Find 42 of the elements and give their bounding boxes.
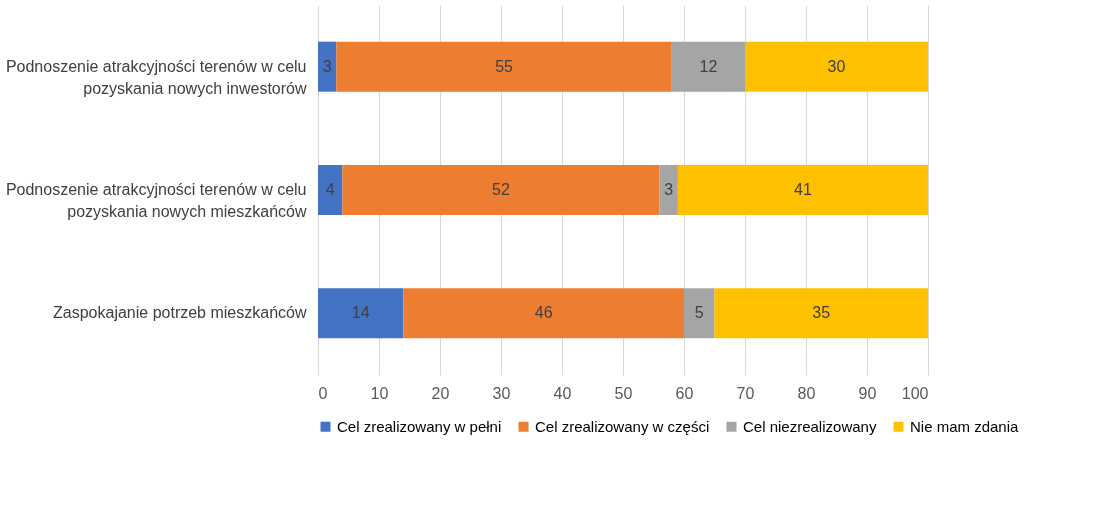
- legend-label: Nie mam zdania: [910, 417, 1020, 435]
- data-label: 52: [492, 181, 510, 198]
- data-label: 35: [812, 304, 831, 322]
- bar: [671, 41, 745, 92]
- x-tick-label: 50: [614, 384, 633, 402]
- bar: [318, 41, 337, 92]
- data-label: 30: [827, 57, 846, 75]
- data-label: 12: [699, 57, 718, 75]
- bar: [342, 165, 660, 215]
- x-tick-label: 90: [858, 384, 877, 402]
- bar: [318, 165, 343, 215]
- x-tick-label: 80: [797, 384, 816, 402]
- x-tick-label: 60: [675, 384, 694, 402]
- x-tick-label: 100: [901, 384, 929, 402]
- bar: [677, 165, 928, 215]
- data-label: 3: [322, 57, 332, 75]
- x-tick-label: 70: [736, 384, 755, 402]
- data-label: 4: [325, 181, 335, 198]
- bar: [745, 41, 928, 92]
- legend-label: Cel niezrealizowany: [743, 417, 877, 435]
- data-label: 3: [664, 181, 674, 198]
- data-label: 5: [694, 304, 704, 322]
- data-label: 55: [495, 57, 514, 75]
- bar: [714, 288, 928, 339]
- x-tick-label: 0: [318, 384, 328, 402]
- data-label: 14: [351, 304, 370, 322]
- x-tick-label: 30: [492, 384, 511, 402]
- y-tick-label: Podnoszenie atrakcyjności terenów w celu pozyskania nowych mieszkańców: [5, 181, 307, 220]
- bar: [336, 41, 672, 92]
- legend-label: Cel zrealizowany w pełni: [337, 417, 502, 435]
- data-label: 41: [794, 181, 812, 198]
- y-tick-label: Zaspokajanie potrzeb mieszkańców: [53, 304, 307, 322]
- x-tick-label: 20: [431, 384, 450, 402]
- bar: [684, 288, 715, 339]
- bar: [659, 165, 678, 215]
- x-tick-label: 40: [553, 384, 572, 402]
- bar: [403, 288, 684, 339]
- y-tick-label: Podnoszenie atrakcyjności terenów w celu pozyskania nowych inwestorów: [5, 57, 307, 97]
- legend-label: Cel zrealizowany w części: [535, 417, 710, 435]
- data-label: 46: [534, 304, 553, 322]
- x-tick-label: 10: [370, 384, 389, 402]
- bar: [318, 288, 404, 339]
